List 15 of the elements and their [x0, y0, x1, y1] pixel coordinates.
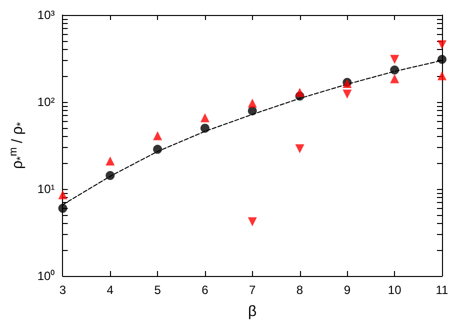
y-tick-label: 10³	[37, 8, 55, 22]
y-tick-label: 10¹	[37, 182, 55, 196]
y-axis-title: ρ*m / ρ*	[8, 121, 27, 169]
x-tick-label: 10	[388, 283, 402, 297]
x-tick-label: 6	[202, 283, 209, 297]
x-tick-label: 4	[106, 283, 114, 297]
y-tick-label: 10⁰	[37, 269, 55, 283]
x-tick-label: 9	[344, 283, 351, 297]
y-tick-label: 10²	[37, 95, 55, 109]
x-tick-label: 5	[154, 283, 162, 297]
x-tick-label: 3	[59, 283, 66, 297]
x-axis-title: β	[248, 303, 258, 320]
x-tick-label: 7	[249, 283, 256, 297]
x-tick-label: 8	[296, 283, 304, 297]
x-tick-label: 11	[436, 283, 449, 297]
